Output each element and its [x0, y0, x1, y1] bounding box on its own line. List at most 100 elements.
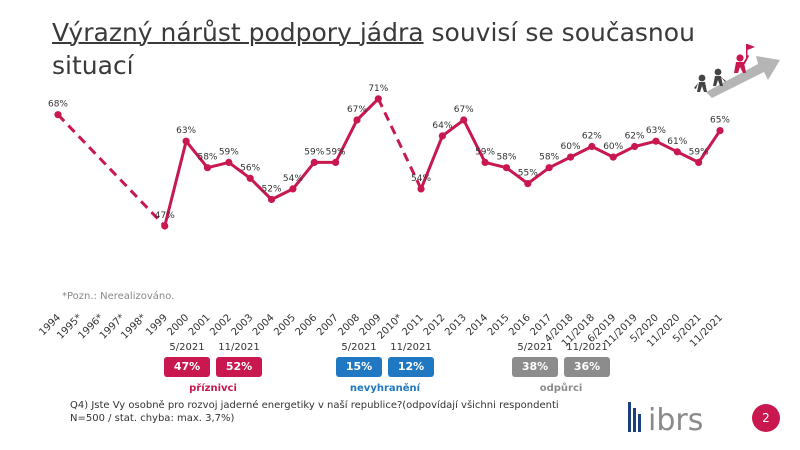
data-label: 68% [48, 100, 68, 110]
x-tick-label: 2004 [251, 312, 277, 338]
undecided-date-1: 5/2021 [341, 342, 377, 353]
data-point [652, 137, 660, 145]
x-tick-label: 2003 [230, 312, 256, 338]
data-point [267, 195, 276, 204]
line-chart: 68%47%63%58%59%56%52%54%59% 59%67%71%54%6… [37, 84, 730, 350]
data-label: 58% [539, 153, 559, 163]
x-tick-label: 2000 [165, 312, 191, 338]
data-label: 58% [496, 153, 516, 163]
data-label: 59% [219, 147, 239, 157]
data-label: 62% [582, 132, 602, 142]
opponents-date-2: 11/2021 [566, 342, 608, 353]
data-point [630, 142, 639, 151]
opponents-label: odpůrci [539, 383, 583, 394]
x-tick-label: 2001 [187, 312, 213, 338]
supporters-date-1: 5/2021 [169, 342, 205, 353]
data-point [310, 158, 318, 166]
x-tick-label: 2014 [464, 312, 490, 338]
undecided-value-2: 12% [388, 357, 434, 377]
data-point [566, 153, 575, 161]
x-tick-label: 2007 [315, 312, 341, 338]
page-title: Výrazný nárůst podpory jádra souvisí se … [52, 16, 732, 82]
x-tick-label: 2008 [336, 312, 362, 338]
x-tick-label: 2012 [422, 312, 448, 338]
data-label: 61% [667, 137, 687, 147]
data-label: 59% [326, 147, 346, 157]
title-underlined: Výrazný nárůst podpory jádra [52, 18, 424, 47]
undecided-date-2: 11/2021 [390, 342, 432, 353]
data-point [182, 137, 190, 145]
data-label: 54% [283, 174, 303, 184]
opponents-date-1: 5/2021 [517, 342, 553, 353]
data-point [225, 158, 233, 166]
data-point [481, 158, 489, 166]
data-point [289, 185, 297, 193]
data-point [246, 174, 254, 182]
x-tick-label: 2015 [486, 312, 512, 338]
title-rest: souvisí se současnou situací [52, 18, 695, 80]
supporters-value-1: 47% [164, 357, 210, 377]
data-label: 56% [240, 163, 260, 173]
data-label: 63% [176, 126, 196, 136]
data-label: 47% [155, 211, 175, 221]
climbing-people-icon [694, 44, 780, 98]
data-label: 71% [368, 84, 388, 94]
dashed-segment [56, 113, 166, 228]
opponents-summary: 5/2021 11/2021 38% 36% odpůrci [512, 342, 652, 402]
svg-text:ibrs: ibrs [648, 403, 703, 434]
x-tick-label: 2013 [443, 312, 469, 338]
data-point [54, 111, 62, 119]
opponents-value-2: 36% [564, 357, 610, 377]
supporters-value-2: 52% [216, 357, 262, 377]
data-point [417, 185, 425, 193]
x-tick-label: 2011 [400, 312, 426, 338]
data-label: 67% [454, 105, 474, 115]
survey-question: Q4) Jste Vy osobně pro rozvoj jaderné en… [70, 400, 559, 424]
undecided-value-1: 15% [336, 357, 382, 377]
data-label: 59% [689, 147, 709, 157]
data-point [695, 158, 703, 166]
data-label: 64% [432, 121, 452, 131]
undecided-label: nevyhranění [349, 383, 421, 394]
undecided-summary: 5/2021 11/2021 15% 12% nevyhranění [336, 342, 476, 402]
data-point [460, 116, 468, 124]
x-tick-label: 2002 [208, 312, 234, 338]
data-point [545, 164, 553, 172]
data-point [374, 95, 382, 103]
data-label: 55% [518, 169, 538, 179]
data-label: 65% [710, 116, 730, 126]
supporters-summary: 5/2021 11/2021 47% 52% příznivci [164, 342, 304, 402]
data-label: 58% [197, 153, 217, 163]
chart-note: *Pozn.: Nerealizováno. [62, 291, 175, 302]
page-number: 2 [752, 404, 780, 432]
supporters-date-2: 11/2021 [218, 342, 260, 353]
data-point [716, 127, 724, 135]
data-label: 59% [304, 147, 324, 157]
data-label: 63% [646, 126, 666, 136]
data-point [438, 132, 446, 140]
x-tick-label: 2006 [294, 312, 320, 338]
data-point [161, 222, 169, 230]
data-point [524, 180, 532, 188]
ibrs-logo: ibrs [628, 402, 703, 434]
opponents-value-1: 38% [512, 357, 558, 377]
data-label: 54% [411, 174, 431, 184]
data-point [502, 164, 511, 172]
data-point [353, 116, 361, 124]
data-label: 60% [603, 142, 623, 152]
data-label: 60% [561, 142, 581, 152]
dashed-segment [376, 98, 423, 190]
data-label: 59% [475, 147, 495, 157]
data-label: 52% [262, 185, 282, 195]
data-label: 62% [625, 132, 645, 142]
data-label: 67% [347, 105, 367, 115]
data-point [332, 158, 340, 166]
x-tick-label: 2005 [272, 312, 298, 338]
data-point [588, 142, 596, 151]
supporters-label: příznivci [189, 383, 237, 394]
data-point [673, 148, 681, 156]
data-point [609, 153, 617, 161]
x-tick-label: 1999 [144, 312, 170, 338]
data-point [203, 164, 212, 172]
x-tick-label: 2016 [507, 312, 533, 338]
